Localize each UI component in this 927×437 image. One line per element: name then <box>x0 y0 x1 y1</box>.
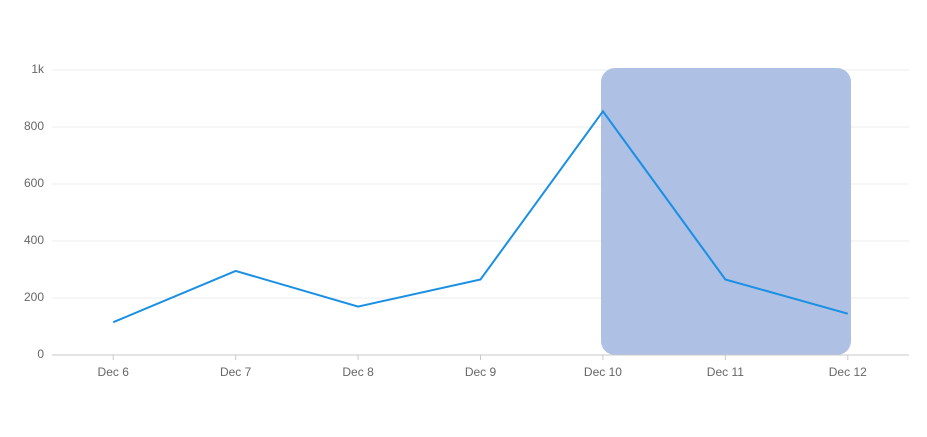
selection-highlight[interactable] <box>601 68 851 355</box>
y-tick-label: 800 <box>24 119 44 133</box>
y-tick-label: 0 <box>37 347 44 361</box>
y-tick-label: 400 <box>24 233 44 247</box>
x-tick-label: Dec 6 <box>98 365 130 379</box>
y-tick-label: 600 <box>24 176 44 190</box>
line-series <box>112 109 849 324</box>
x-tick-label: Dec 8 <box>342 365 374 379</box>
x-tick-label: Dec 10 <box>584 365 622 379</box>
x-tick-label: Dec 9 <box>465 365 497 379</box>
x-tick-label: Dec 12 <box>829 365 867 379</box>
x-tick-label: Dec 7 <box>220 365 252 379</box>
y-tick-label: 200 <box>24 290 44 304</box>
x-tick-label: Dec 11 <box>707 365 744 379</box>
y-tick-label: 1k <box>31 62 45 76</box>
